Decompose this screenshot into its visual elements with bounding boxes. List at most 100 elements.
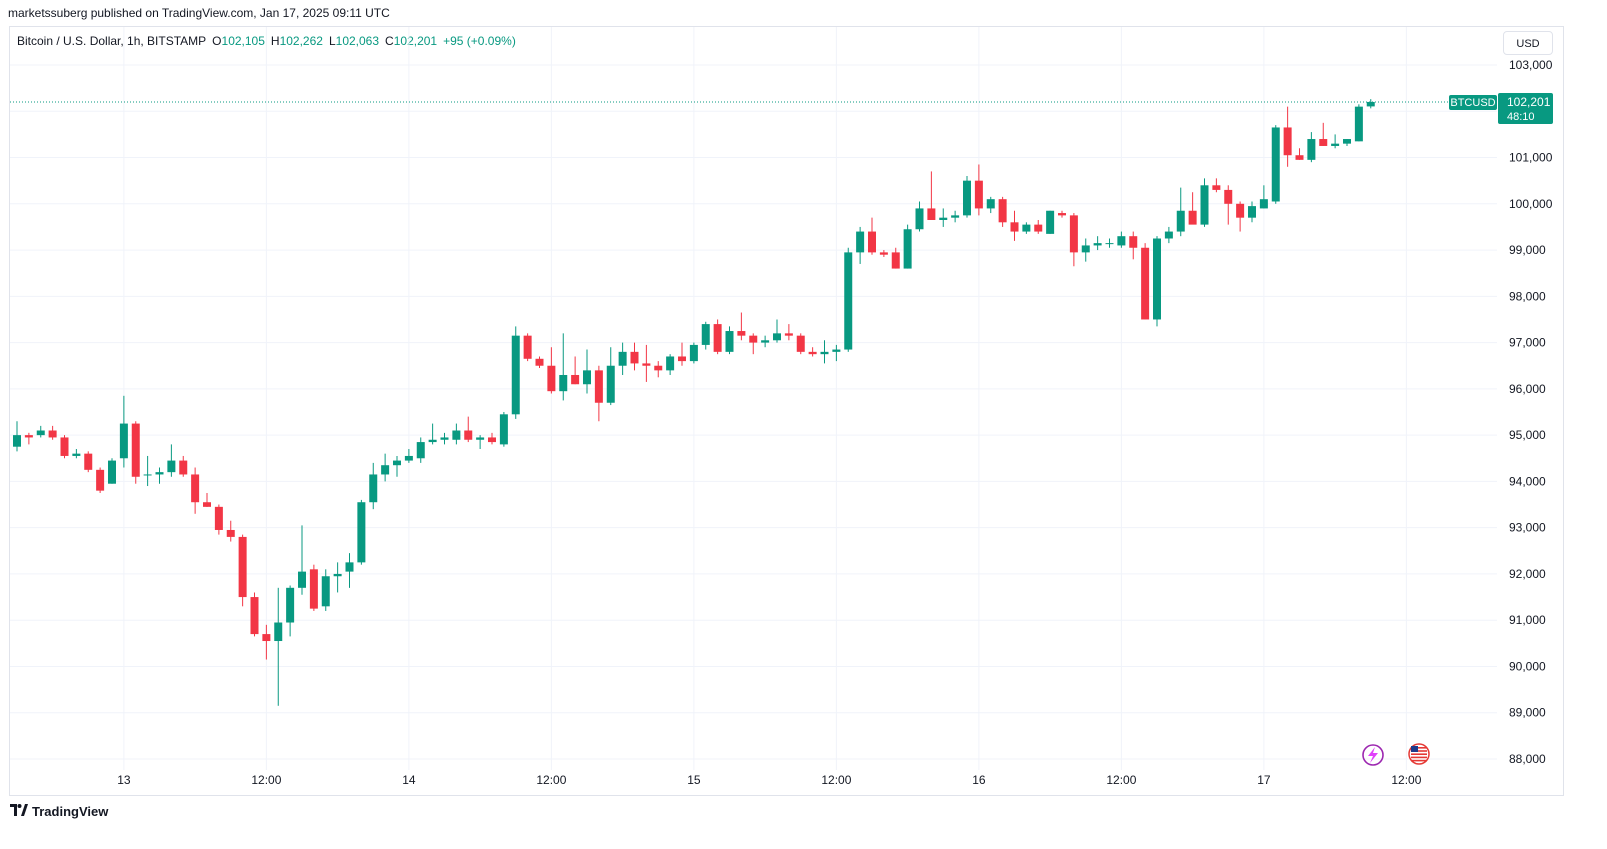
- candle: [1236, 201, 1245, 232]
- candle: [1307, 132, 1316, 163]
- flag-canton: [1411, 746, 1418, 752]
- candle-body: [1331, 143, 1340, 146]
- candle-body: [357, 502, 366, 563]
- x-tick-label: 12:00: [536, 773, 566, 787]
- candle: [345, 553, 354, 588]
- candle-body: [72, 453, 81, 456]
- x-tick-label: 15: [687, 773, 701, 787]
- candle-body: [167, 460, 176, 473]
- tradingview-footer[interactable]: TradingView: [10, 803, 108, 819]
- candle: [713, 319, 722, 355]
- candle: [1283, 106, 1292, 167]
- candle-body: [96, 469, 105, 491]
- x-tick-label: 12:00: [1106, 773, 1136, 787]
- candles: [13, 99, 1375, 706]
- candle-body: [998, 199, 1007, 223]
- candle-body: [214, 506, 223, 530]
- grid-lines: [10, 27, 1497, 770]
- candle-body: [143, 474, 152, 476]
- x-tick-label: 14: [402, 773, 416, 787]
- candle-body: [1236, 203, 1245, 218]
- candle: [48, 425, 57, 440]
- lightning-icon[interactable]: [1362, 744, 1384, 766]
- overlays: BTCUSD 102,201 48:10: [10, 92, 1553, 766]
- candle-body: [1058, 213, 1066, 216]
- candle: [915, 201, 924, 232]
- candle-body: [191, 474, 200, 503]
- open-value: 102,105: [221, 34, 265, 48]
- candle: [630, 342, 639, 371]
- candle-body: [844, 252, 853, 350]
- candle-body: [1153, 238, 1161, 320]
- candle: [440, 432, 449, 445]
- candle: [666, 354, 675, 375]
- candle: [784, 324, 793, 341]
- symbol-tag-label: BTCUSD: [1450, 97, 1495, 109]
- candle: [499, 412, 508, 447]
- currency-button[interactable]: USD: [1503, 31, 1553, 55]
- candle-body: [927, 208, 936, 220]
- candle: [583, 349, 591, 394]
- y-tick-label: 94,000: [1509, 474, 1546, 488]
- change-value: +95 (+0.09%): [443, 34, 516, 48]
- candle: [1271, 125, 1280, 204]
- candle: [226, 520, 235, 542]
- publisher-line: marketssuberg published on TradingView.c…: [8, 6, 390, 20]
- candle-body: [1200, 185, 1209, 225]
- candle: [381, 453, 390, 482]
- candle: [404, 449, 413, 463]
- candle: [808, 347, 817, 357]
- candle-body: [535, 358, 544, 366]
- candle: [1176, 187, 1185, 237]
- candle-body: [796, 335, 805, 352]
- candle-body: [1010, 222, 1019, 232]
- candle-body: [856, 231, 865, 253]
- candle: [820, 340, 829, 364]
- candle-body: [618, 351, 627, 366]
- candle: [1224, 185, 1233, 225]
- candle: [1200, 178, 1209, 227]
- time-axis: 13 12:00 14 12:00 15 12:00 16 12:00 17 12:00: [117, 773, 1422, 787]
- lightning-icon-bolt: [1368, 747, 1378, 763]
- candle: [1153, 236, 1161, 327]
- candle-body: [1141, 247, 1150, 320]
- candle: [416, 437, 425, 463]
- candle-body: [963, 180, 971, 216]
- x-tick-label: 12:00: [251, 773, 281, 787]
- candle: [191, 467, 200, 514]
- candle-body: [1117, 236, 1126, 246]
- flag-stripe: [1411, 759, 1427, 762]
- candle-body: [1366, 101, 1375, 107]
- candle: [96, 467, 105, 493]
- low-value: 102,063: [335, 34, 380, 48]
- candle-body: [1354, 106, 1363, 142]
- candle: [1093, 236, 1102, 251]
- candle-body: [939, 217, 948, 220]
- candle: [1188, 192, 1197, 225]
- candle: [250, 592, 259, 637]
- candle: [737, 312, 746, 341]
- candle-body: [488, 437, 496, 443]
- candle-body: [1046, 210, 1055, 234]
- candle-body: [1259, 199, 1268, 209]
- candle: [963, 176, 971, 218]
- candle: [1212, 178, 1221, 193]
- x-tick-label: 13: [117, 773, 131, 787]
- us-flag-icon[interactable]: [1408, 743, 1430, 765]
- candle-body: [678, 356, 686, 362]
- candle-body: [1176, 210, 1185, 232]
- candle-body: [713, 324, 722, 352]
- candle: [1034, 219, 1043, 234]
- candle: [203, 492, 211, 507]
- candle-body: [464, 430, 473, 440]
- candle-body: [689, 344, 698, 362]
- symbol-tag: [1449, 94, 1497, 110]
- candle-body: [571, 374, 580, 385]
- candle: [618, 342, 627, 375]
- candle-body: [203, 502, 211, 507]
- candle: [998, 196, 1007, 227]
- candle-body: [60, 437, 69, 456]
- candle: [321, 569, 330, 611]
- symbol-description[interactable]: Bitcoin / U.S. Dollar, 1h, BITSTAMP: [17, 34, 207, 48]
